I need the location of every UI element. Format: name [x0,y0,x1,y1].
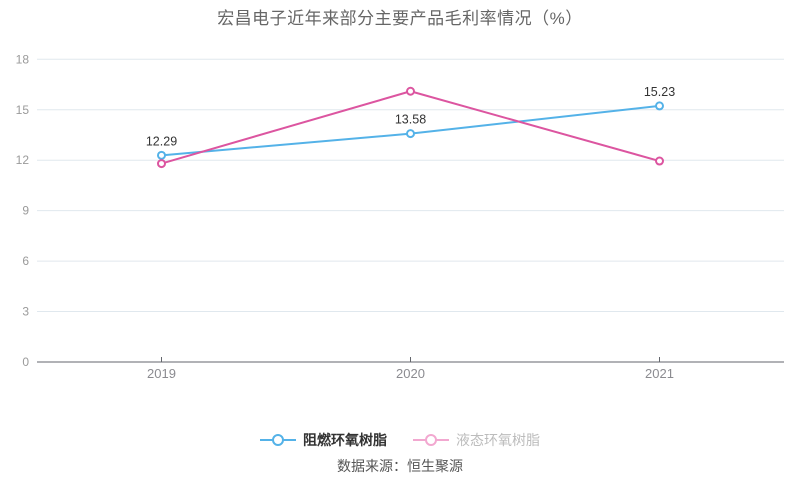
data-point-marker[interactable] [157,159,166,169]
chart-title: 宏昌电子近年来部分主要产品毛利率情况（%） [217,9,583,28]
y-axis-tick-label: 0 [22,355,29,369]
data-point-marker[interactable] [655,156,664,166]
y-axis-tick-label: 15 [16,103,30,117]
y-axis-tick-label: 3 [22,305,29,319]
data-point-label: 12.29 [146,134,177,148]
x-axis-tick-label: 2019 [147,366,176,381]
data-source-note: 数据来源：恒生聚源 [337,458,463,474]
legend-label: 阻燃环氧树脂 [303,432,387,448]
data-point-marker[interactable] [157,150,166,160]
y-axis-tick-label: 12 [16,153,30,167]
y-axis-tick-label: 9 [22,204,29,218]
x-axis-tick-label: 2020 [396,366,425,381]
x-axis-tick-label: 2021 [645,366,674,381]
legend-line-circle-icon [260,434,296,446]
y-axis-tick-label: 6 [22,254,29,268]
y-axis-tick-label: 18 [16,52,30,66]
legend-item-liquid-epoxy[interactable]: 液态环氧树脂 [413,430,540,450]
data-point-marker[interactable] [406,129,415,139]
data-point-marker[interactable] [406,86,415,96]
legend-item-flame-retardant-epoxy[interactable]: 阻燃环氧树脂 [260,430,387,450]
series-line [160,90,661,165]
data-point-label: 15.23 [644,85,675,99]
line-chart-canvas[interactable]: 0 3 6 9 12 15 18 2019 2020 2021 12.29 13.58 15.23 [0,0,800,420]
data-point-label: 13.58 [395,113,426,127]
legend-line-circle-icon [413,434,449,446]
data-point-marker[interactable] [655,101,664,111]
legend-label: 液态环氧树脂 [456,432,540,448]
chart-legend: 阻燃环氧树脂 液态环氧树脂 [0,429,800,451]
